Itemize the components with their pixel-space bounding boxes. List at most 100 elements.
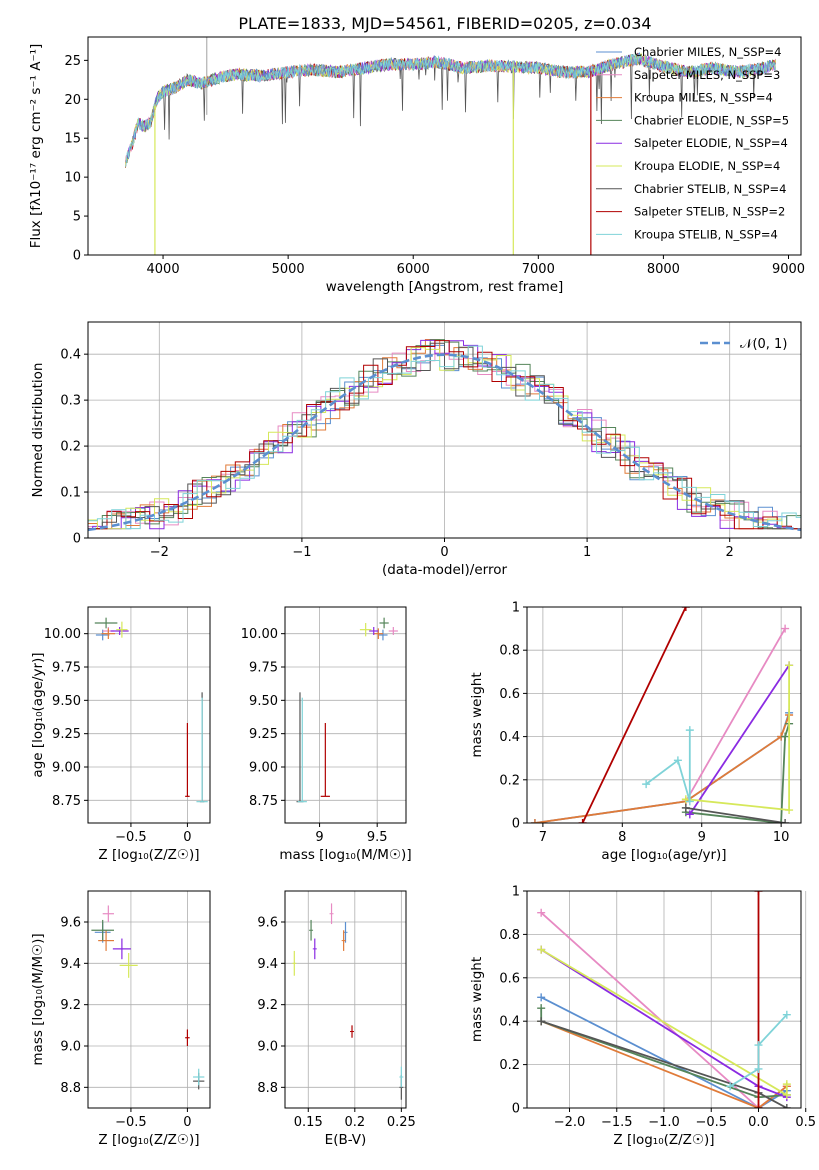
figure-title: PLATE=1833, MJD=54561, FIBERID=0205, z=0… <box>238 14 651 33</box>
weight-marker <box>537 945 546 954</box>
y-tick-label: 0 <box>512 1102 520 1117</box>
y-axis-label: Normed distribution <box>30 363 46 498</box>
weight-marker <box>642 780 651 789</box>
x-axis-label: Z [log₁₀(Z/Z☉)] <box>613 1132 714 1148</box>
y-tick-label: 0.4 <box>499 730 520 745</box>
residual-histogram <box>88 347 801 530</box>
weight-marker <box>726 1082 735 1091</box>
weight-line <box>689 664 790 815</box>
x-tick-label: 0.2 <box>344 1115 365 1130</box>
data-point <box>369 627 379 635</box>
weight-marker <box>537 1004 546 1013</box>
spectrum-panel: 4000 5000 6000 7000 8000 9000 0 5 10 15 20 25 wavele… <box>28 36 805 295</box>
x-tick-label: 9.5 <box>367 830 388 845</box>
legend-entry: Chabrier STELIB, N_SSP=4 <box>634 182 786 196</box>
y-tick-label: 15 <box>64 132 81 147</box>
weight-marker <box>785 806 794 815</box>
x-tick-label: 7 <box>539 830 547 845</box>
data-point <box>91 919 114 941</box>
x-tick-label: 10 <box>773 830 790 845</box>
legend-entry: 𝒩(0, 1) <box>740 337 787 352</box>
gaussian-curve <box>88 353 801 532</box>
weight-marker <box>781 819 790 823</box>
y-tick-label: 9.25 <box>52 727 81 742</box>
weight-marker <box>777 819 786 823</box>
mass-vs-metallicity-panel: −0.5 0 8.8 9.0 9.2 9.4 9.6 Z [log₁₀(Z/Z☉)] mass … <box>30 890 211 1148</box>
y-tick-label: 9.00 <box>52 761 81 776</box>
y-tick-label: 1 <box>512 601 520 616</box>
residuals-panel: −2 −1 0 1 2 0 0.1 0.2 0.3 0.4 (data-model)/error No… <box>30 321 802 578</box>
spectrum-line <box>125 51 776 162</box>
x-tick-label: −1.0 <box>648 1115 680 1130</box>
axes-frame <box>526 890 802 1109</box>
weight-marker <box>685 726 694 735</box>
y-tick-label: 8.75 <box>249 794 278 809</box>
y-tick-label: 9.75 <box>249 661 278 676</box>
weight-marker <box>578 819 587 823</box>
legend-entry: Chabrier MILES, N_SSP=4 <box>634 45 781 59</box>
y-tick-label: 9.50 <box>249 694 278 709</box>
x-tick-label: 0.15 <box>294 1115 323 1130</box>
x-tick-label: 0 <box>183 830 191 845</box>
x-tick-label: −1 <box>292 545 311 560</box>
x-tick-label: 9 <box>315 830 323 845</box>
y-tick-label: 9.4 <box>60 957 81 972</box>
spectrum-line <box>125 53 776 167</box>
y-tick-label: 20 <box>64 93 81 108</box>
points <box>91 905 205 1090</box>
data-point <box>196 697 208 803</box>
x-axis-label: age [log₁₀(age/yr)] <box>601 847 726 863</box>
weight-line <box>581 607 687 823</box>
residual-histogram <box>88 345 801 530</box>
y-tick-label: 9.50 <box>52 694 81 709</box>
weight-line <box>534 714 790 823</box>
weight-line <box>685 628 786 802</box>
weight-marker <box>685 810 694 819</box>
y-tick-label: 25 <box>64 54 81 69</box>
x-tick-label: 5000 <box>272 262 305 277</box>
y-axis-label: mass weight <box>469 957 485 1042</box>
age-vs-mass-panel: 9 9.5 8.75 9.00 9.25 9.50 9.75 10.00 mass [log₁₀… <box>241 606 412 863</box>
x-axis-label: E(B-V) <box>325 1132 367 1148</box>
data-point <box>193 1068 205 1086</box>
mass-vs-extinction-panel: 0.15 0.2 0.25 8.8 9.0 9.2 9.4 9.6 E(B-V) <box>257 890 416 1148</box>
x-tick-label: 4000 <box>147 262 180 277</box>
x-tick-label: −0.5 <box>695 1115 727 1130</box>
x-tick-label: 0.25 <box>387 1115 416 1130</box>
weight-line <box>685 807 786 823</box>
y-tick-label: 0.2 <box>499 1058 520 1073</box>
data-point <box>378 629 388 641</box>
points <box>94 617 208 803</box>
y-tick-label: 9.00 <box>249 761 278 776</box>
weight-marker <box>530 819 539 823</box>
weight-marker <box>782 1010 791 1019</box>
weight-marker <box>537 908 546 917</box>
weight-marker <box>781 732 790 741</box>
y-axis-label: Flux [fλ10⁻¹⁷ erg cm⁻² s⁻¹ A⁻¹] <box>28 44 44 249</box>
data-point <box>101 628 116 639</box>
legend-entry: Salpeter ELODIE, N_SSP=4 <box>634 136 788 150</box>
points <box>292 903 404 1100</box>
data-point <box>98 930 114 951</box>
y-tick-label: 0.8 <box>499 928 520 943</box>
axes-frame <box>526 606 802 824</box>
axes-frame <box>87 890 211 1109</box>
histograms <box>88 339 801 532</box>
y-tick-label: 10 <box>64 171 81 186</box>
weight-marker <box>681 803 690 812</box>
y-tick-label: 1 <box>512 885 520 900</box>
y-tick-label: 0.6 <box>499 687 520 702</box>
x-tick-label: −1.5 <box>601 1115 633 1130</box>
legend-entry: Kroupa STELIB, N_SSP=4 <box>634 227 778 241</box>
y-tick-label: 5 <box>73 210 81 225</box>
weight-lines <box>537 891 791 1108</box>
weight-vs-age-panel: 7 8 9 10 0 0.2 0.4 0.6 0.8 1 age [log₁₀(age/yr)] ma… <box>469 601 802 863</box>
y-axis-label: mass weight <box>469 672 485 757</box>
weight-marker <box>785 661 794 670</box>
axes-frame <box>87 36 802 256</box>
data-point <box>388 627 398 635</box>
y-tick-label: 9.4 <box>257 957 278 972</box>
legend-entry: Salpeter STELIB, N_SSP=2 <box>634 205 785 219</box>
x-tick-label: 8000 <box>647 262 680 277</box>
